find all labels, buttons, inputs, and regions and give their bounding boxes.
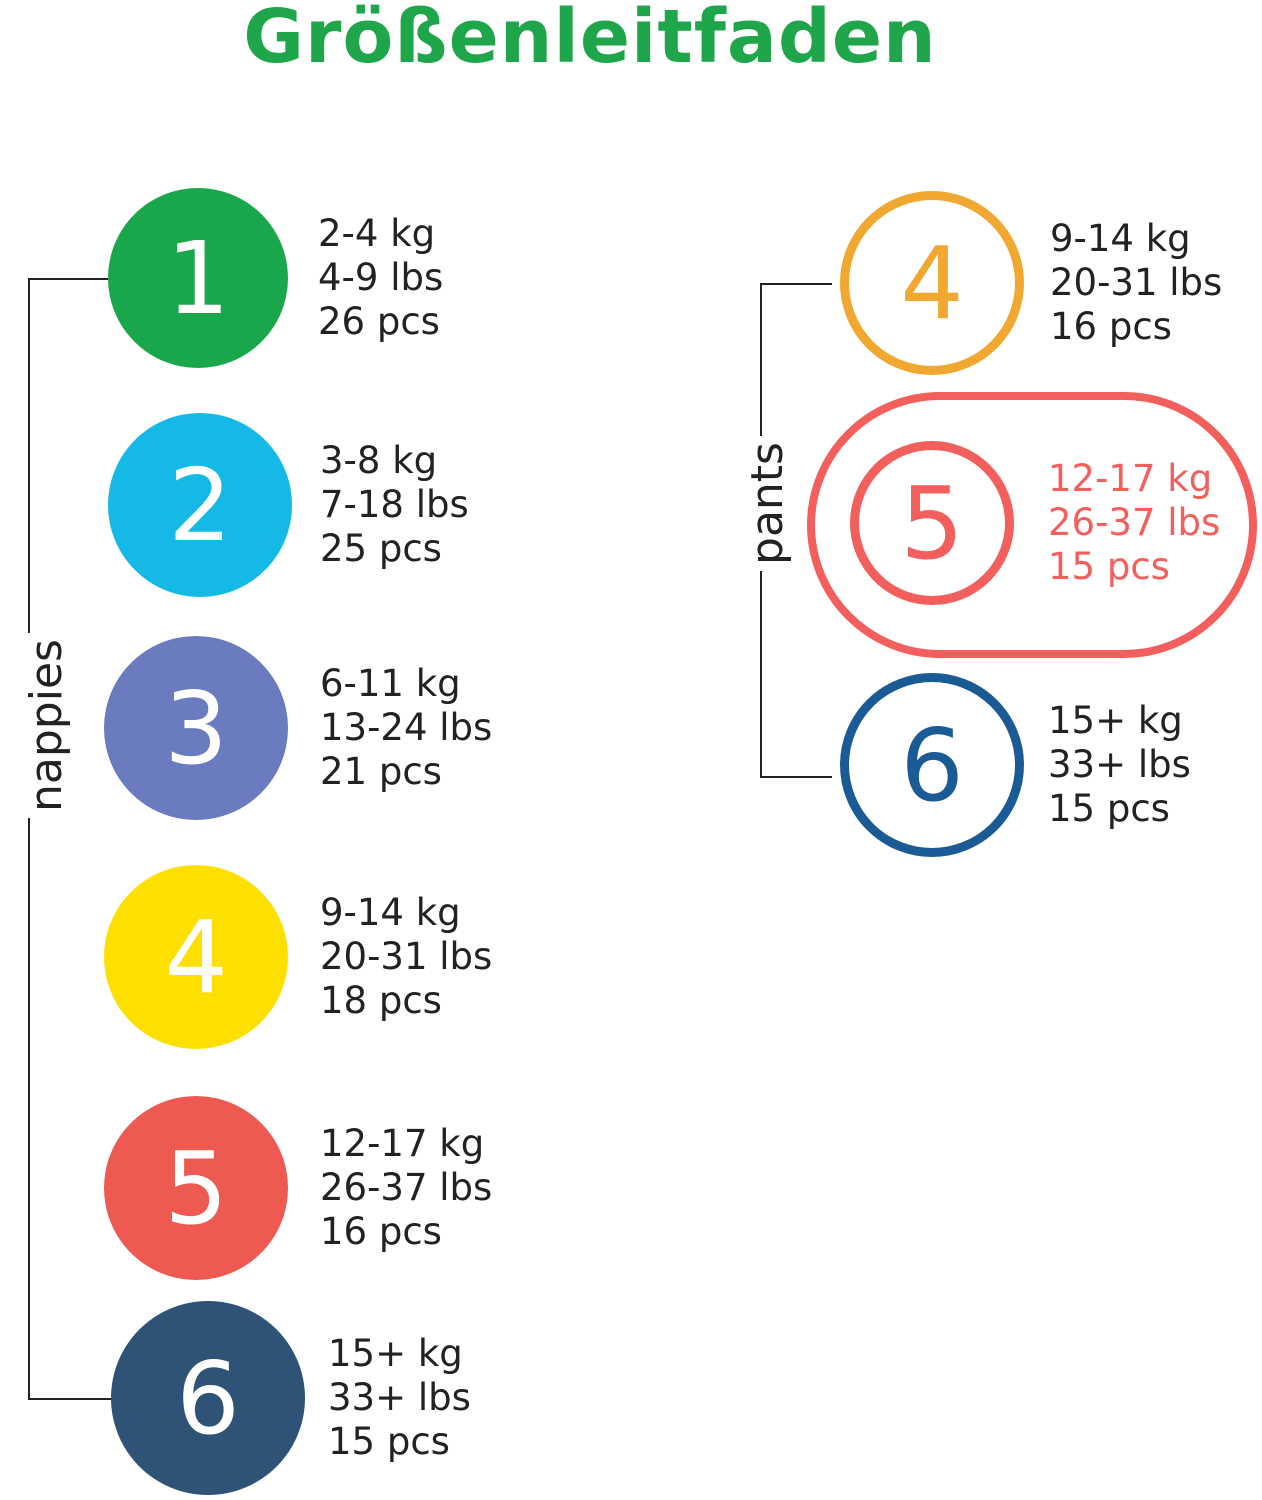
size-pcs: 26 pcs [318,300,440,343]
nappies-size-info: 3-8 kg 7-18 lbs 25 pcs [320,439,469,571]
nappies-bracket-top [28,278,110,280]
size-lbs: 13-24 lbs [320,706,493,749]
size-lbs: 20-31 lbs [1050,261,1223,304]
nappies-size-3-circle: 4 [104,865,288,1049]
nappies-size-5-circle: 6 [111,1301,305,1495]
size-pcs: 25 pcs [320,527,442,570]
nappies-bracket-bottom [28,1398,114,1400]
size-pcs: 15 pcs [1048,545,1170,588]
nappies-size-info: 9-14 kg 20-31 lbs 18 pcs [320,891,492,1023]
size-kg: 3-8 kg [320,439,438,482]
nappies-label: nappies [20,633,72,818]
size-kg: 12-17 kg [320,1122,485,1165]
size-lbs: 26-37 lbs [320,1166,493,1209]
size-kg: 6-11 kg [320,662,461,705]
pants-bracket-top [760,283,832,285]
size-lbs: 20-31 lbs [320,935,493,978]
size-lbs: 26-37 lbs [1048,501,1221,544]
nappies-size-1-circle: 2 [108,413,292,597]
nappies-size-info: 2-4 kg 4-9 lbs 26 pcs [318,212,443,344]
pants-size-1-circle: 5 [850,441,1014,605]
size-pcs: 15 pcs [328,1420,450,1463]
size-pcs: 18 pcs [320,979,442,1022]
nappies-size-0-circle: 1 [108,188,288,368]
nappies-size-4-circle: 5 [104,1096,288,1280]
size-pcs: 21 pcs [320,750,442,793]
nappies-bracket-line [28,278,30,1398]
pants-size-0-circle: 4 [840,191,1024,375]
size-kg: 12-17 kg [1048,457,1213,500]
highlight-pill [807,392,1257,658]
size-lbs: 33+ lbs [328,1376,471,1419]
size-lbs: 4-9 lbs [318,256,444,299]
pants-size-info: 15+ kg 33+ lbs 15 pcs [1048,699,1191,831]
size-lbs: 33+ lbs [1048,743,1191,786]
pants-size-2-circle: 6 [840,673,1024,857]
size-pcs: 15 pcs [1048,787,1170,830]
size-kg: 9-14 kg [320,891,461,934]
size-kg: 2-4 kg [318,212,436,255]
pants-size-info: 9-14 kg 20-31 lbs 16 pcs [1050,217,1222,349]
size-pcs: 16 pcs [320,1210,442,1253]
size-kg: 9-14 kg [1050,217,1191,260]
size-kg: 15+ kg [1048,699,1183,742]
size-pcs: 16 pcs [1050,305,1172,348]
page-title: Größenleitfaden [243,0,937,80]
nappies-size-info: 15+ kg 33+ lbs 15 pcs [328,1332,471,1464]
pants-label: pants [741,436,793,571]
pants-bracket-bottom [760,776,832,778]
nappies-size-info: 6-11 kg 13-24 lbs 21 pcs [320,662,492,794]
size-lbs: 7-18 lbs [320,483,469,526]
pants-size-info: 12-17 kg 26-37 lbs 15 pcs [1048,457,1220,589]
size-kg: 15+ kg [328,1332,463,1375]
nappies-size-info: 12-17 kg 26-37 lbs 16 pcs [320,1122,492,1254]
nappies-size-2-circle: 3 [104,636,288,820]
